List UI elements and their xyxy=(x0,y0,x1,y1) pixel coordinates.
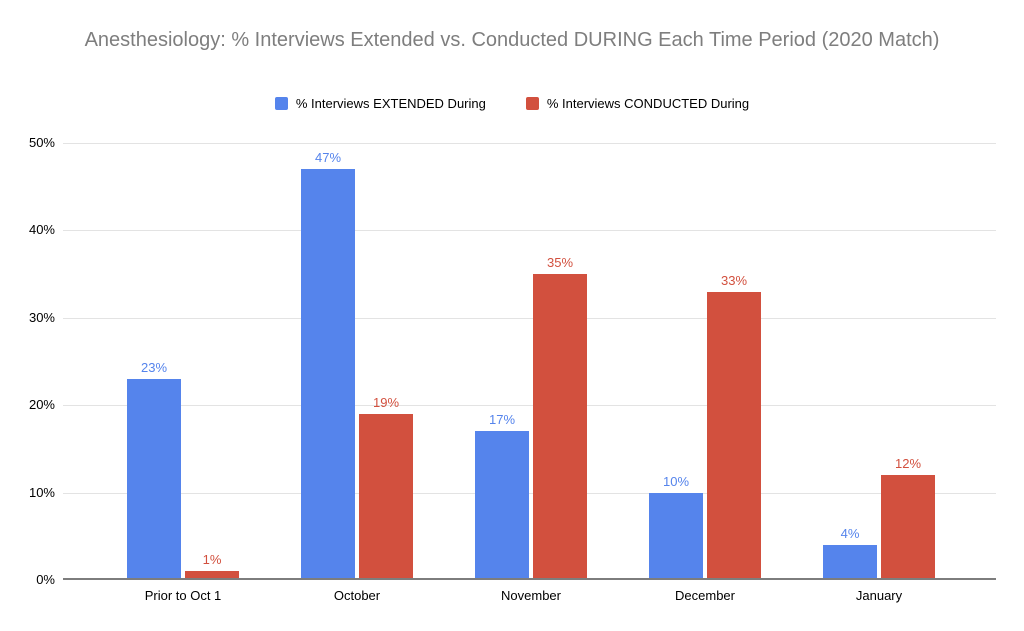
x-axis-category-prior-to-oct-1: Prior to Oct 1 xyxy=(144,588,222,603)
gridline-20% xyxy=(63,405,996,406)
bar-column: 4% xyxy=(823,143,877,580)
bar-column: 10% xyxy=(649,143,703,580)
y-axis-tick-30%: 30% xyxy=(28,309,55,325)
bar-group-october: 47% 19% xyxy=(301,143,413,580)
gridline-40% xyxy=(63,230,996,231)
y-axis-tick-50%: 50% xyxy=(28,135,55,150)
legend-swatch-extended-icon xyxy=(274,97,288,110)
y-axis-tick-10%: 10% xyxy=(28,484,55,500)
bar-group-december: 10% 33% xyxy=(649,143,761,580)
bar-value-label-conducted-january: 12% xyxy=(894,456,922,472)
bar-group-january: 4% 12% xyxy=(823,143,935,580)
x-axis-line xyxy=(63,578,996,580)
bar-extended-prior-to-oct-1 xyxy=(127,378,181,580)
bar-column: 33% xyxy=(707,143,761,580)
bar-value-label-conducted-prior-to-oct-1: 1% xyxy=(202,552,222,568)
gridline-10% xyxy=(63,493,996,494)
bar-value-label-conducted-december: 33% xyxy=(720,272,748,288)
bar-extended-january xyxy=(823,545,877,580)
bar-conducted-october xyxy=(359,413,413,580)
bar-value-label-conducted-october: 19% xyxy=(372,394,400,410)
x-axis-category-october: October xyxy=(333,588,381,603)
bar-column: 23% xyxy=(127,143,181,580)
x-axis-category-december: December xyxy=(675,588,735,603)
legend-item-conducted: % Interviews CONDUCTED During xyxy=(525,96,750,111)
bar-column: 17% xyxy=(475,143,529,580)
bar-conducted-november xyxy=(533,274,587,580)
bar-column: 12% xyxy=(881,143,935,580)
y-axis-tick-20%: 20% xyxy=(28,397,55,413)
x-axis-category-january: January xyxy=(855,588,903,603)
plot-area: 23% 1% Prior to Oct 1 47% 19% October 17% 35% No… xyxy=(63,143,996,603)
bar-column: 1% xyxy=(185,143,239,580)
bar-value-label-extended-december: 10% xyxy=(662,473,690,489)
bar-extended-november xyxy=(475,431,529,580)
bar-value-label-conducted-november: 35% xyxy=(546,255,574,271)
bar-column: 19% xyxy=(359,143,413,580)
legend-label-conducted: % Interviews CONDUCTED During xyxy=(546,96,750,111)
bar-group-prior-to-oct-1: 23% 1% xyxy=(127,143,239,580)
bar-conducted-prior-to-oct-1 xyxy=(185,571,239,580)
bar-column: 47% xyxy=(301,143,355,580)
chart-legend: % Interviews EXTENDED During % Interview… xyxy=(0,96,1024,111)
bar-group-november: 17% 35% xyxy=(475,143,587,580)
bar-extended-december xyxy=(649,492,703,580)
y-axis-tick-40%: 40% xyxy=(28,222,55,238)
bar-value-label-extended-prior-to-oct-1: 23% xyxy=(140,359,168,375)
bar-value-label-extended-october: 47% xyxy=(314,150,342,166)
bar-conducted-december xyxy=(707,291,761,580)
x-axis-category-november: November xyxy=(501,588,561,603)
y-axis-tick-0%: 0% xyxy=(36,572,55,587)
gridline-50% xyxy=(63,143,996,144)
bar-value-label-extended-november: 17% xyxy=(488,412,516,428)
bar-extended-october xyxy=(301,169,355,580)
chart-title: Anesthesiology: % Interviews Extended vs… xyxy=(84,29,940,51)
bar-value-label-extended-january: 4% xyxy=(840,526,860,542)
bar-column: 35% xyxy=(533,143,587,580)
bar-conducted-january xyxy=(881,475,935,580)
legend-label-extended: % Interviews EXTENDED During xyxy=(295,96,486,111)
gridline-30% xyxy=(63,318,996,319)
legend-item-extended: % Interviews EXTENDED During xyxy=(274,96,486,111)
legend-swatch-conducted-icon xyxy=(525,97,539,110)
